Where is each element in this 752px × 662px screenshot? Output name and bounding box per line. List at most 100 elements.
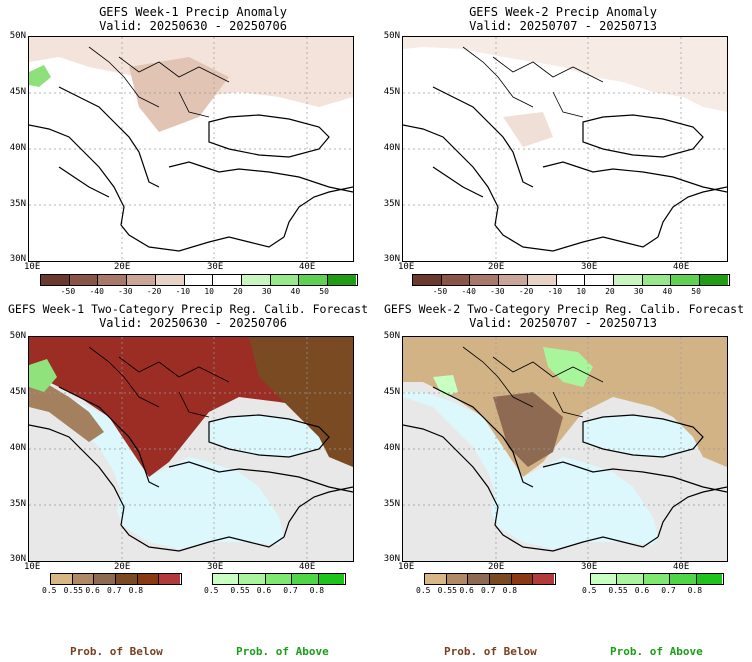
colorbar-tick-label: 30	[633, 287, 644, 296]
anomaly-area-balkans	[129, 57, 229, 132]
colorbar-segment	[69, 275, 99, 285]
colorbar-segment	[127, 275, 156, 285]
legend-prob-above: Prob. of Above	[236, 645, 329, 658]
colorbar-segment	[292, 574, 319, 584]
prob-above-area	[543, 347, 593, 387]
colorbar-tick-label: 20	[605, 287, 615, 296]
colorbar-segment	[137, 574, 160, 584]
map-week2-probability	[402, 336, 728, 562]
colorbar-segment	[527, 275, 557, 285]
colorbar-segment	[700, 275, 728, 285]
prob-above-area	[29, 359, 57, 392]
colorbar-segment	[585, 275, 615, 285]
lon-label: 40E	[673, 562, 690, 572]
colorbar-tick-label: 40	[662, 287, 673, 296]
colorbar-segment	[318, 574, 344, 584]
colorbar-tick-label: -10	[175, 287, 191, 296]
colorbar-segment	[499, 275, 528, 285]
lon-label: 40E	[673, 262, 690, 272]
colorbar-segment	[556, 275, 586, 285]
lat-label: 30N	[383, 554, 400, 564]
lat-label: 40N	[383, 143, 400, 153]
colorbar-tick-label: 0.6	[256, 586, 272, 595]
colorbar-tick-label: 50	[691, 287, 701, 296]
colorbar-segment	[533, 574, 554, 584]
colorbar-segment	[643, 574, 671, 584]
lon-label: 10E	[398, 262, 415, 272]
lat-label: 30N	[9, 554, 26, 564]
colorbar-segment	[115, 574, 138, 584]
panel-title: GEFS Week-1 Precip Anomaly	[99, 5, 287, 19]
lat-label: 35N	[383, 199, 400, 209]
panel-valid-dates: Valid: 20250630 - 20250706	[99, 316, 287, 330]
colorbar-tick-label: 0.7	[481, 586, 496, 595]
lon-label: 30E	[207, 562, 224, 572]
colorbar-tick-label: 0.7	[107, 586, 122, 595]
prob-above-area-west	[433, 375, 458, 397]
lon-label: 30E	[207, 262, 224, 272]
colorbar-segment	[670, 574, 697, 584]
colorbar-segment	[617, 574, 644, 584]
lon-label: 20E	[114, 562, 131, 572]
anomaly-area-positive	[29, 65, 51, 87]
colorbar-tick-label: -20	[146, 287, 162, 296]
colorbar-segment	[328, 275, 356, 285]
colorbar-tick-label: -30	[118, 287, 133, 296]
colorbar-segment	[239, 574, 266, 584]
panel-valid-dates: Valid: 20250630 - 20250706	[99, 19, 287, 33]
colorbar-tick-label: 0.6	[85, 586, 100, 595]
colorbar-tick-label: 0.5	[42, 586, 57, 595]
lon-label: 10E	[24, 262, 41, 272]
colorbar-tick-label: 0.55	[63, 586, 83, 595]
colorbar-segment	[242, 275, 271, 285]
colorbar-tick-label: 10	[576, 287, 586, 296]
panel-title: GEFS Week-2 Precip Anomaly	[469, 5, 657, 19]
colorbar-segment	[184, 275, 214, 285]
colorbar-segment	[468, 574, 490, 584]
colorbar-tick-label: -40	[461, 287, 476, 296]
colorbar-tick-label: 0.6	[459, 586, 474, 595]
colorbar-segment	[299, 275, 329, 285]
colorbar-segment	[591, 574, 618, 584]
lat-label: 35N	[383, 499, 400, 509]
colorbar-segment	[446, 574, 469, 584]
colorbar-tick-label: 0.5	[582, 586, 597, 595]
lon-label: 20E	[114, 262, 131, 272]
lat-label: 40N	[9, 443, 26, 453]
lat-label: 30N	[383, 254, 400, 264]
panel-title: GEFS Week-1 Two-Category Precip Reg. Cal…	[7, 302, 369, 316]
colorbar-tick-label: -30	[490, 287, 505, 296]
colorbar-segment	[41, 275, 70, 285]
lat-label: 40N	[9, 143, 26, 153]
lat-label: 35N	[9, 499, 26, 509]
lon-label: 40E	[299, 562, 316, 572]
black-sea	[209, 415, 329, 457]
above-colorbar	[212, 573, 346, 585]
colorbar-tick-label: 0.5	[416, 586, 431, 595]
anomaly-colorbar	[40, 274, 358, 286]
lon-label: 30E	[581, 562, 598, 572]
colorbar-tick-label: 50	[319, 287, 329, 296]
lat-label: 50N	[9, 31, 26, 41]
lat-label: 40N	[383, 443, 400, 453]
colorbar-tick-label: 0.8	[128, 586, 144, 595]
colorbar-tick-label: -50	[60, 287, 76, 296]
colorbar-segment	[72, 574, 95, 584]
below-colorbar	[424, 573, 556, 585]
colorbar-tick-label: 0.8	[687, 586, 703, 595]
colorbar-segment	[94, 574, 116, 584]
lon-label: 10E	[24, 562, 41, 572]
map-week1-probability	[28, 336, 354, 562]
lat-label: 45N	[9, 387, 26, 397]
colorbar-tick-label: -40	[89, 287, 104, 296]
colorbar-tick-label: 0.6	[634, 586, 650, 595]
sea-area	[403, 392, 658, 549]
lat-label: 30N	[9, 254, 26, 264]
prob-below-low	[29, 385, 104, 442]
colorbar-segment	[213, 275, 243, 285]
colorbar-tick-label: 10	[204, 287, 214, 296]
colorbar-tick-label: -20	[518, 287, 534, 296]
colorbar-tick-label: -50	[432, 287, 448, 296]
colorbar-tick-label: 0.55	[437, 586, 457, 595]
colorbar-segment	[441, 275, 471, 285]
